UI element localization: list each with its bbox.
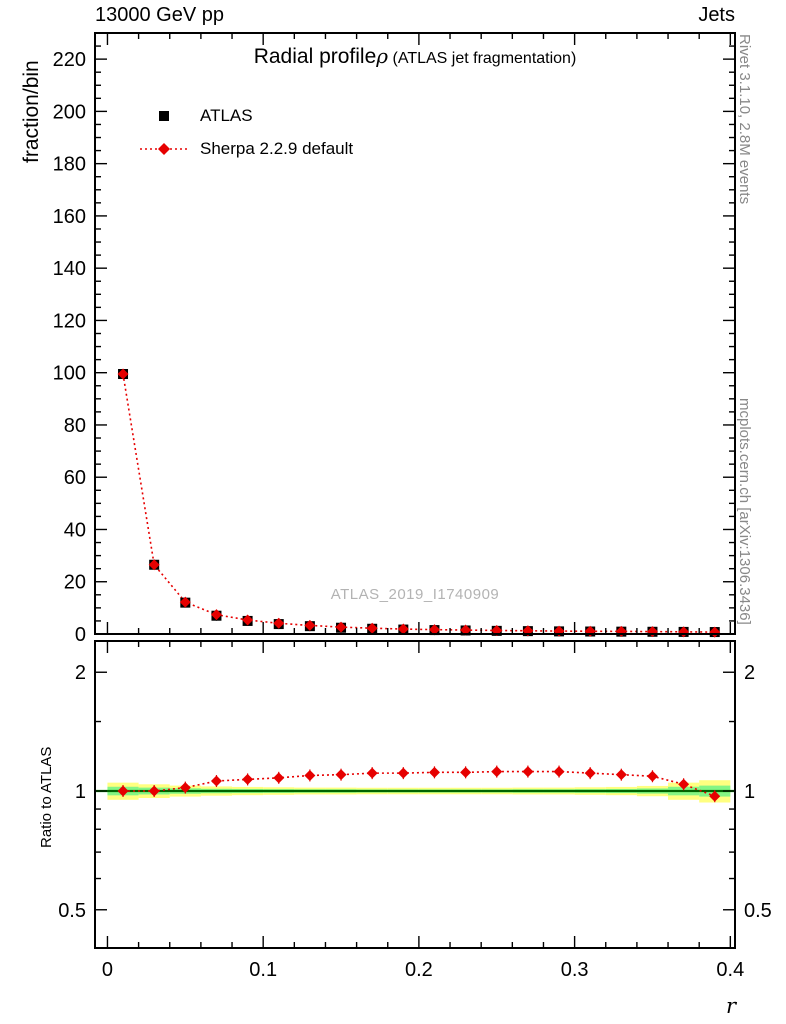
header: 13000 GeV pp Jets xyxy=(95,4,735,27)
plot-title-main: Radial profile xyxy=(253,45,377,68)
legend: ATLAS Sherpa 2.2.9 default xyxy=(140,99,353,165)
rivet-version-note: Rivet 3.1.10, 2.8M events xyxy=(736,34,753,205)
svg-text:0.5: 0.5 xyxy=(58,900,86,922)
analysis-id-watermark: ATLAS_2019_I1740909 xyxy=(330,586,500,603)
y-axis-label-ratio: Ratio to ATLAS xyxy=(38,746,55,848)
legend-item-atlas: ATLAS xyxy=(140,99,353,132)
svg-text:0.2: 0.2 xyxy=(405,959,433,981)
legend-item-sherpa: Sherpa 2.2.9 default xyxy=(140,132,353,165)
svg-text:60: 60 xyxy=(64,467,86,489)
svg-text:40: 40 xyxy=(64,519,86,541)
svg-text:120: 120 xyxy=(53,310,86,332)
mcplots-reference-note: mcplots.cern.ch [arXiv:1306.3436] xyxy=(736,398,753,625)
svg-text:0.4: 0.4 xyxy=(716,959,744,981)
svg-text:140: 140 xyxy=(53,258,86,280)
svg-text:0.3: 0.3 xyxy=(561,959,589,981)
y-axis-label-main: fraction/bin xyxy=(20,60,43,163)
beam-energy-label: 13000 GeV pp xyxy=(95,4,224,26)
process-label: Jets xyxy=(698,4,735,26)
svg-text:1: 1 xyxy=(75,781,86,803)
svg-text:100: 100 xyxy=(53,363,86,385)
svg-text:80: 80 xyxy=(64,415,86,437)
svg-text:0.1: 0.1 xyxy=(249,959,277,981)
svg-text:0.5: 0.5 xyxy=(744,900,772,922)
svg-text:20: 20 xyxy=(64,572,86,594)
svg-text:180: 180 xyxy=(53,154,86,176)
black-square-marker-icon xyxy=(140,108,188,124)
plot-title-suffix: (ATLAS jet fragmentation) xyxy=(392,50,577,67)
svg-text:200: 200 xyxy=(53,101,86,123)
svg-text:160: 160 xyxy=(53,206,86,228)
svg-text:2: 2 xyxy=(75,662,86,684)
svg-text:1: 1 xyxy=(744,781,755,803)
svg-text:2: 2 xyxy=(744,662,755,684)
legend-label-atlas: ATLAS xyxy=(200,105,253,125)
svg-text:0: 0 xyxy=(75,624,86,646)
red-diamond-marker-icon xyxy=(140,141,188,157)
svg-text:0: 0 xyxy=(102,959,113,981)
plot-title: Radial profileρ (ATLAS jet fragmentation… xyxy=(95,44,735,69)
rho-symbol: ρ xyxy=(376,44,389,68)
legend-label-sherpa: Sherpa 2.2.9 default xyxy=(200,138,354,158)
x-axis-label: r xyxy=(726,994,737,1018)
svg-text:220: 220 xyxy=(53,49,86,71)
